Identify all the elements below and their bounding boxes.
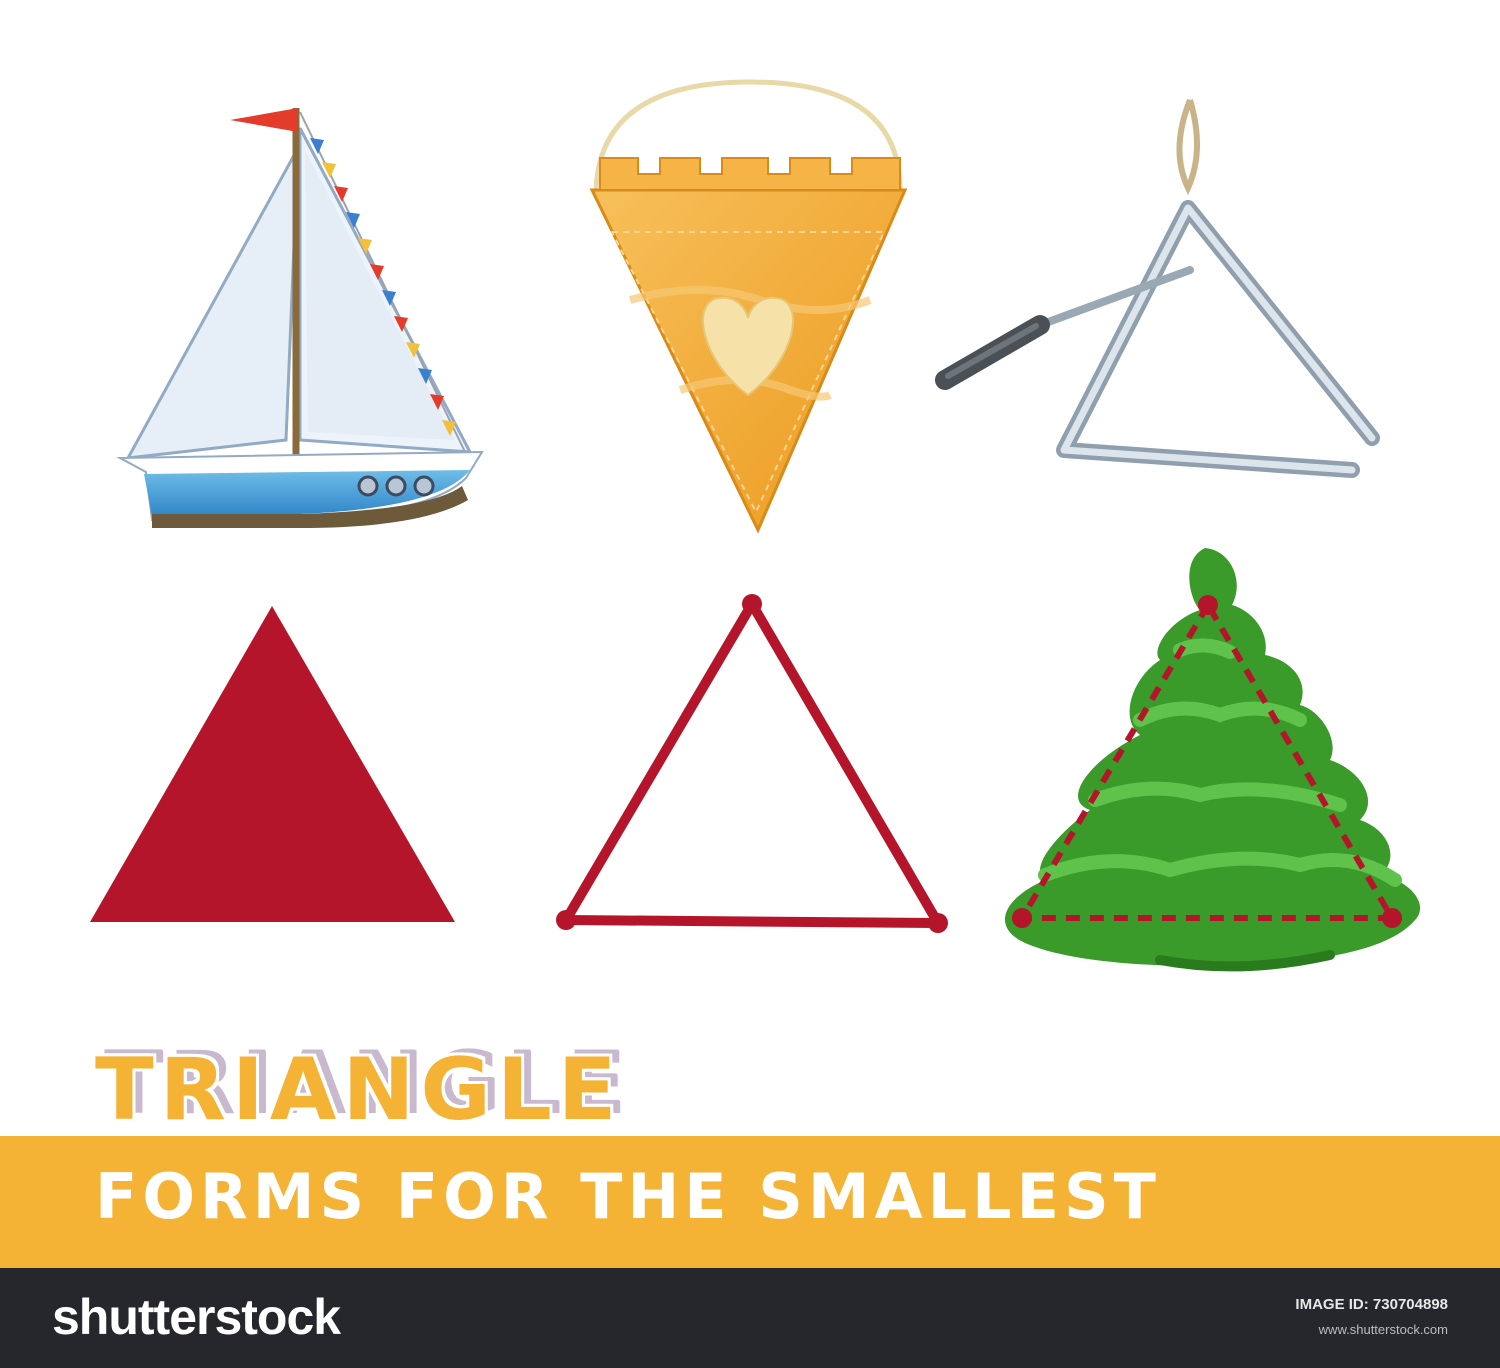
site-url[interactable]: www.shutterstock.com — [1318, 1322, 1448, 1337]
fir-tree-icon — [1004, 548, 1421, 972]
musical-triangle-icon — [935, 98, 1380, 478]
subtitle-banner — [0, 1136, 1500, 1268]
sailboat-icon — [116, 108, 484, 528]
image-id-label: IMAGE ID: 730704898 — [1295, 1296, 1448, 1313]
outline-triangle-icon — [556, 594, 948, 933]
page-title: TRIANGLE — [95, 1040, 623, 1140]
brand-logo[interactable]: shutterstock — [52, 1289, 341, 1345]
page-subtitle: FORMS FOR THE SMALLEST — [95, 1160, 1161, 1233]
filled-triangle-icon — [90, 606, 455, 922]
footer-bar: shutterstock IMAGE ID: 730704898 www.shu… — [0, 1268, 1500, 1368]
pennant-icon — [589, 79, 908, 534]
